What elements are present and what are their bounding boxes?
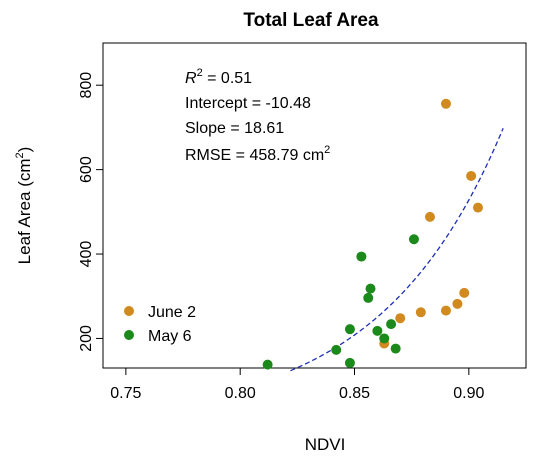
x-axis-label: NDVI bbox=[305, 435, 346, 454]
point-series0-1 bbox=[395, 313, 406, 324]
y-tick-label-1: 400 bbox=[78, 241, 95, 268]
intercept-label: Intercept = -10.48 bbox=[185, 95, 311, 112]
y-axis-label-close: ) bbox=[15, 147, 34, 153]
point-series1-5 bbox=[363, 292, 374, 303]
y-tick-label-3: 800 bbox=[78, 72, 95, 99]
y-axis: 200 400 600 800 bbox=[78, 72, 103, 352]
point-series1-7 bbox=[372, 325, 383, 336]
x-axis: 0.75 0.80 0.85 0.90 bbox=[110, 368, 485, 402]
point-series0-4 bbox=[440, 98, 451, 109]
y-axis-label: Leaf Area (cm2) bbox=[14, 147, 34, 265]
point-series1-3 bbox=[344, 324, 355, 335]
legend-label-1: May 6 bbox=[148, 328, 192, 345]
y-tick-label-2: 600 bbox=[78, 156, 95, 183]
legend-marker-0 bbox=[124, 306, 134, 316]
point-series1-2 bbox=[344, 357, 355, 368]
plot-area-frame bbox=[102, 42, 527, 369]
point-series1-8 bbox=[379, 333, 390, 344]
point-series1-0 bbox=[262, 359, 273, 370]
y-axis-label-main: Leaf Area (cm bbox=[15, 158, 34, 264]
legend-label-0: June 2 bbox=[148, 304, 196, 321]
x-tick-label-1: 0.80 bbox=[225, 385, 256, 402]
x-tick-label-2: 0.85 bbox=[339, 385, 370, 402]
point-series1-11 bbox=[408, 234, 419, 245]
point-series0-9 bbox=[472, 202, 483, 213]
legend-marker-1 bbox=[124, 330, 134, 340]
rmse-label: RMSE = 458.79 cm2 bbox=[185, 144, 330, 164]
point-series0-2 bbox=[415, 307, 426, 318]
point-series1-9 bbox=[386, 319, 397, 330]
x-tick-label-0: 0.75 bbox=[110, 385, 141, 402]
r-squared-label: R2 = 0.51 bbox=[185, 67, 252, 87]
point-series0-6 bbox=[452, 298, 463, 309]
point-series1-1 bbox=[331, 344, 342, 355]
data-points bbox=[262, 98, 483, 370]
point-series1-6 bbox=[365, 283, 376, 294]
x-tick-label-3: 0.90 bbox=[453, 385, 484, 402]
y-tick-label-0: 200 bbox=[78, 325, 95, 352]
point-series1-10 bbox=[390, 343, 401, 354]
fit-curve bbox=[290, 128, 504, 372]
point-series0-5 bbox=[440, 305, 451, 316]
point-series0-3 bbox=[424, 211, 435, 222]
chart-title: Total Leaf Area bbox=[243, 10, 379, 31]
point-series0-8 bbox=[466, 170, 477, 181]
stats-annotation: R2 = 0.51 Intercept = -10.48 Slope = 18.… bbox=[185, 67, 330, 164]
point-series1-4 bbox=[356, 251, 367, 262]
legend: June 2 May 6 bbox=[124, 304, 196, 345]
point-series0-7 bbox=[459, 287, 470, 298]
slope-label: Slope = 18.61 bbox=[185, 120, 284, 137]
y-axis-label-superscript: 2 bbox=[14, 152, 26, 158]
